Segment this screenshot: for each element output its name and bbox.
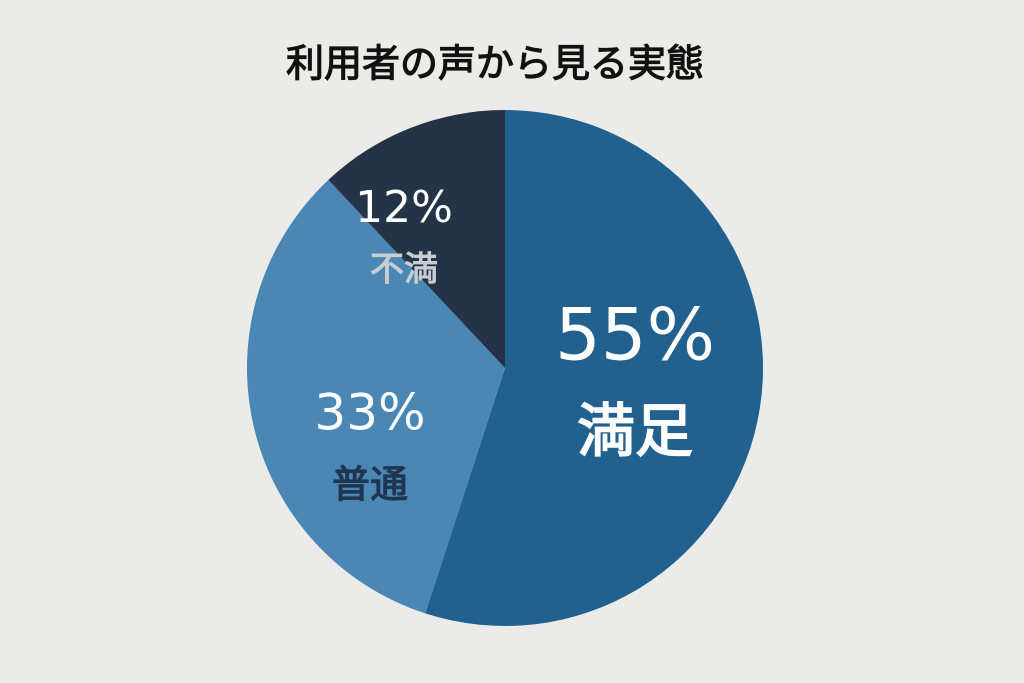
pie-labels: 55% 満足 33% 普通 12% 不満 [314,182,715,507]
pie [246,110,763,626]
chart-title: 利用者の声から見る実態 [286,42,704,86]
category-label: 満足 [577,397,693,465]
value-label: 12% [355,182,453,233]
pie-slice [425,110,763,626]
category-label: 不満 [370,250,438,290]
value-label: 55% [555,293,715,377]
value-label: 33% [314,384,425,442]
pie-slice [246,179,505,614]
pie-slice [328,110,505,368]
category-label: 普通 [332,463,408,507]
